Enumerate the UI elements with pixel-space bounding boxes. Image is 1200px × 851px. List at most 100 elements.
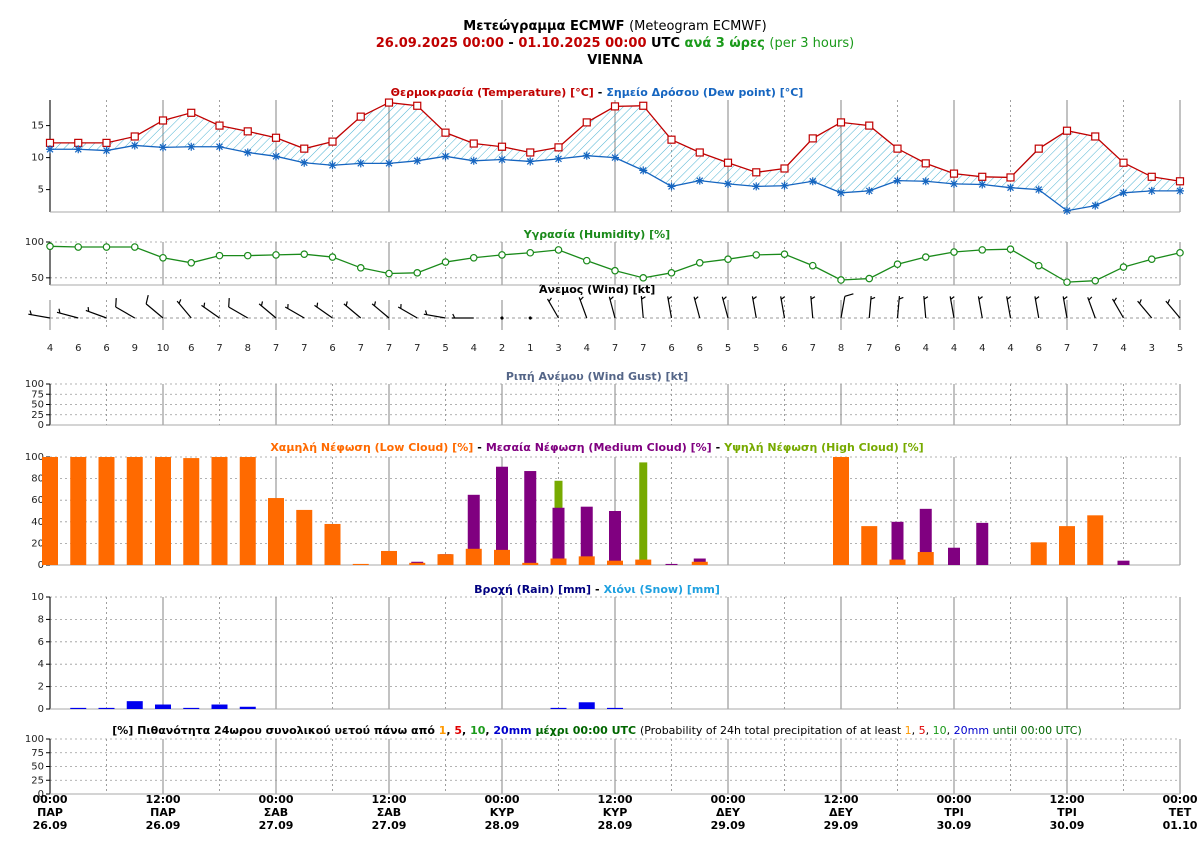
- y-tick-label: 8: [38, 614, 44, 625]
- x-tick-label: ΠΑΡ: [37, 806, 63, 819]
- marker-circle: [950, 248, 958, 256]
- wind-speed-label: 7: [1064, 343, 1070, 354]
- wind-barb: [85, 306, 107, 319]
- x-tick-label: ΔΕΥ: [829, 806, 854, 819]
- marker-asterisk: [272, 152, 280, 161]
- marker-circle: [385, 269, 393, 278]
- bar: [183, 707, 200, 709]
- bar: [239, 706, 256, 709]
- bar: [550, 707, 567, 709]
- barb-staff: [721, 296, 729, 319]
- marker-circle: [272, 251, 280, 259]
- bar: [578, 702, 595, 709]
- y-tick-label: 15: [31, 121, 44, 132]
- bar: [976, 522, 989, 565]
- bar: [635, 559, 652, 565]
- marker-circle: [215, 251, 224, 260]
- bar: [496, 466, 508, 565]
- bar: [948, 547, 960, 565]
- wind-speed-label: 7: [358, 343, 364, 354]
- marker-square: [497, 142, 507, 151]
- bar: [691, 561, 708, 565]
- marker-circle: [1147, 255, 1156, 264]
- series-name: Χιόνι (Snow) [mm]: [604, 583, 720, 596]
- marker-asterisk: [1063, 206, 1071, 215]
- title-text: 20mm: [954, 724, 989, 737]
- y-tick-label: 25: [31, 775, 44, 786]
- bar: [1117, 560, 1130, 565]
- bar: [917, 552, 934, 565]
- bar: [409, 562, 426, 565]
- bar: [70, 707, 87, 709]
- wind-speed-label: 5: [442, 343, 448, 354]
- marker-circle: [752, 251, 761, 259]
- wind-barb: [667, 296, 673, 319]
- marker-circle: [356, 263, 365, 272]
- marker-square: [1006, 173, 1015, 182]
- wind-speed-label: 7: [273, 343, 279, 354]
- wind-barb: [528, 316, 532, 320]
- wind-speed-label: 9: [132, 343, 138, 354]
- marker-asterisk: [1147, 186, 1156, 195]
- barb-staff: [145, 303, 164, 319]
- wind-barb: [56, 308, 79, 319]
- bar: [889, 559, 906, 565]
- barb-staff: [397, 306, 418, 319]
- barb-half: [424, 310, 428, 315]
- title-text: 5: [919, 724, 926, 737]
- marker-asterisk: [1034, 185, 1043, 194]
- bar: [609, 511, 621, 565]
- series-name: Υγρασία (Humidity) [%]: [523, 228, 670, 241]
- marker-square: [1062, 126, 1072, 135]
- wind-barb: [896, 296, 904, 319]
- marker-circle: [526, 248, 535, 257]
- barb-half: [452, 313, 456, 319]
- barb-staff: [56, 311, 79, 319]
- title-text: 5: [454, 724, 462, 737]
- panel-title: Βροχή (Rain) [mm] - Χιόνι (Snow) [mm]: [474, 583, 720, 596]
- wind-speed-label: 5: [753, 343, 759, 354]
- y-tick-label: 100: [25, 734, 44, 745]
- marker-asterisk: [385, 159, 393, 168]
- wind-speed-label: 7: [386, 343, 392, 354]
- title-separator: -: [595, 583, 600, 596]
- barb-half: [870, 296, 876, 300]
- marker-asterisk: [808, 177, 817, 186]
- barb-half: [1088, 296, 1093, 301]
- marker-asterisk: [413, 156, 422, 165]
- barb-half: [1006, 296, 1012, 300]
- marker-square: [667, 135, 676, 144]
- marker-asterisk: [498, 155, 506, 164]
- barb-half: [722, 296, 727, 301]
- marker-asterisk: [328, 161, 337, 170]
- marker-square: [893, 144, 902, 153]
- marker-circle: [808, 261, 817, 270]
- barb-staff: [115, 306, 136, 319]
- header-line: VIENNA: [587, 53, 643, 68]
- barb-staff: [693, 296, 701, 319]
- wind-speed-label: 2: [499, 343, 505, 354]
- panel-title: [%] Πιθανότητα 24ωρου συνολικού υετού πά…: [112, 724, 1082, 737]
- wind-speed-label: 6: [103, 343, 109, 354]
- barb-half: [978, 296, 983, 300]
- wind-speed-label: 4: [979, 343, 985, 354]
- barb-staff: [85, 309, 107, 319]
- bar: [268, 498, 284, 565]
- wind-barb: [115, 298, 136, 319]
- barb-staff: [546, 298, 560, 319]
- wind-barb: [423, 310, 446, 319]
- series-name: Χαμηλή Νέφωση (Low Cloud) [%]: [270, 441, 473, 454]
- marker-asterisk: [300, 158, 309, 167]
- marker-square: [356, 112, 365, 121]
- wind-barb: [751, 296, 757, 319]
- title-text: 1: [905, 724, 912, 737]
- header-text: Μετεώγραμμα ECMWF: [463, 19, 629, 34]
- wind-barb: [780, 296, 786, 319]
- bar: [126, 457, 143, 565]
- bar: [437, 554, 454, 565]
- marker-circle: [639, 274, 648, 282]
- bar: [522, 562, 539, 565]
- wind-barb: [500, 316, 504, 320]
- x-tick-label: 30.09: [937, 819, 972, 832]
- bar: [296, 509, 313, 565]
